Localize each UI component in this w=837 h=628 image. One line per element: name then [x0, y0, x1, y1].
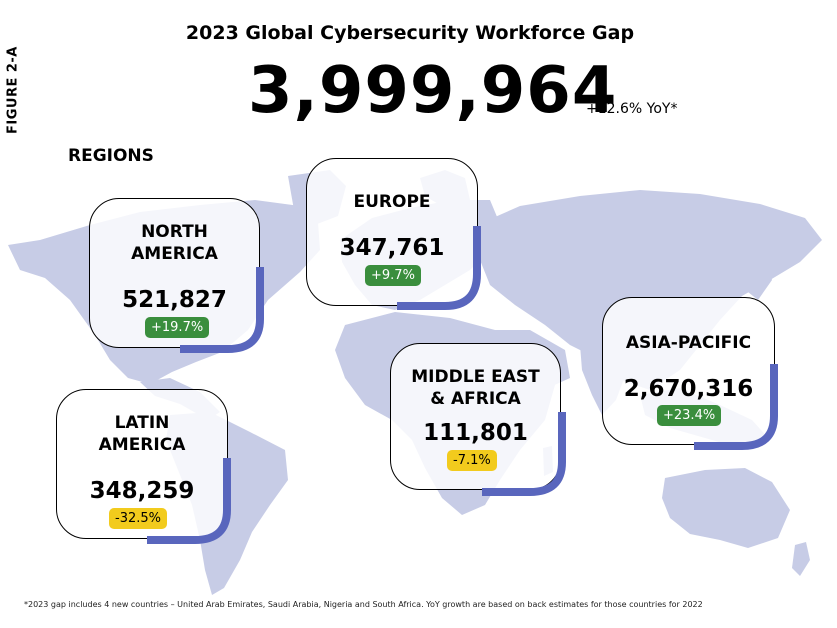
region-card-north-america: NORTH AMERICA 521,827 +19.7%: [89, 198, 260, 348]
regions-heading: REGIONS: [68, 146, 154, 166]
region-card-asia-pacific: ASIA-PACIFIC 2,670,316 +23.4%: [602, 297, 775, 445]
region-card-middle-east-africa: MIDDLE EAST & AFRICA 111,801 -7.1%: [390, 343, 561, 490]
region-value: 347,761: [339, 235, 445, 261]
region-value: 521,827: [122, 287, 227, 313]
asia-landmass: [470, 190, 822, 390]
region-accent-latin-america: [147, 458, 231, 544]
japan-landmass: [748, 256, 772, 300]
region-card-latin-america: LATIN AMERICA 348,259 -32.5%: [56, 389, 228, 539]
region-change-badge: -7.1%: [447, 450, 497, 471]
region-accent-europe: [397, 226, 481, 310]
region-value: 111,801: [423, 420, 528, 446]
region-name: MIDDLE EAST & AFRICA: [411, 367, 540, 409]
total-yoy-change: +12.6% YoY*: [586, 101, 678, 117]
region-name: NORTH AMERICA: [131, 222, 218, 264]
total-gap-value: 3,999,964: [248, 54, 618, 128]
region-change-badge: +19.7%: [145, 317, 210, 338]
region-change-badge: +23.4%: [657, 405, 722, 426]
region-card-europe: EUROPE 347,761 +9.7%: [306, 158, 478, 306]
region-accent-middle-east-africa: [482, 412, 566, 496]
australia-landmass: [662, 468, 790, 548]
region-value: 348,259: [89, 478, 195, 504]
region-change-badge: -32.5%: [109, 508, 167, 529]
region-name: EUROPE: [353, 192, 431, 212]
region-value: 2,670,316: [623, 376, 754, 402]
region-change-badge: +9.7%: [365, 265, 421, 286]
new-zealand-landmass: [792, 542, 810, 576]
footnote: *2023 gap includes 4 new countries – Uni…: [24, 600, 703, 609]
region-name: LATIN AMERICA: [98, 413, 186, 455]
region-accent-asia-pacific: [694, 364, 778, 450]
region-name: ASIA-PACIFIC: [625, 333, 752, 353]
region-accent-north-america: [180, 267, 264, 353]
page-title: 2023 Global Cybersecurity Workforce Gap: [185, 22, 635, 44]
